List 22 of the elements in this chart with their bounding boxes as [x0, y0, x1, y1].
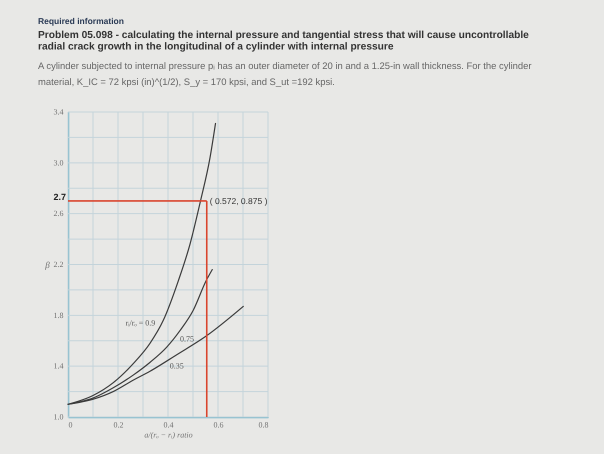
y-axis-title: β [44, 260, 50, 270]
annotation: ( 0.572, 0.875 ) [210, 196, 268, 206]
ref-line-label: 2.7 [53, 192, 66, 202]
series-label: rᵢ/rₒ = 0.9 [126, 318, 156, 328]
y-tick-label: 2.2 [54, 260, 64, 269]
y-tick-label: 1.8 [54, 310, 64, 320]
text: A cylinder subjected to internal pressure pᵢ has an outer diameter of 20 in and a 1.25-in wall thickness. For the cylinder material, K_IC = 72 kpsi (in)^(1/2), S_y = 170 kpsi, and S_ut =192 kpsi. [38, 61, 532, 88]
x-axis-title: a/(rₒ − rᵢ) ratio [144, 430, 193, 440]
series-label: 0.75 [180, 334, 194, 344]
y-tick-label: 1.4 [54, 362, 64, 371]
x-tick-label: 0.2 [114, 420, 124, 430]
y-tick-label: 3.4 [54, 108, 64, 116]
x-tick-label: 0.8 [258, 420, 268, 430]
y-tick-label: 2.6 [54, 209, 64, 218]
x-tick-label: 0 [68, 420, 72, 430]
x-tick-label: 0.6 [214, 420, 224, 430]
series-label: 0.35 [170, 362, 184, 371]
chart-title: Required information [38, 16, 124, 26]
x-tick-label: 0.4 [164, 420, 174, 430]
y-tick-label: 1.0 [54, 412, 64, 422]
chart-subtitle: Problem 05.098 - calculating the internal pressure and tangential stress that will cause uncontrollable radial crack growth in the longitudinal of a cylinder with internal pressure [38, 30, 530, 52]
y-tick-label: 3.0 [54, 158, 64, 168]
